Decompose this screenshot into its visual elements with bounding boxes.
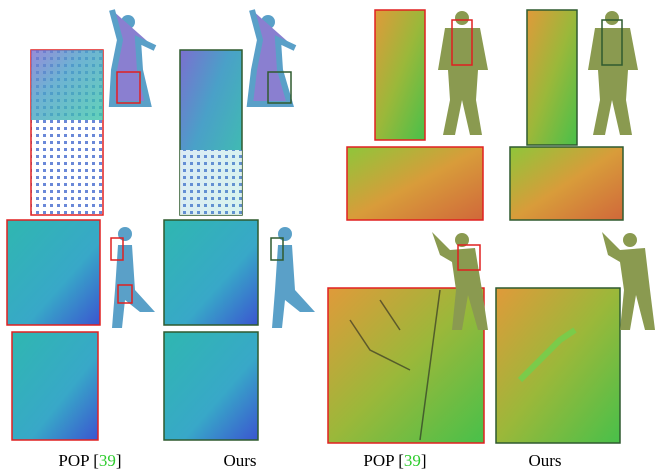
- crop-ours: [163, 331, 259, 441]
- human-figure: [246, 9, 297, 107]
- human-figure: [270, 227, 315, 328]
- crop-pop: [11, 331, 99, 441]
- caption: POP [39]: [58, 451, 121, 470]
- crops: [6, 9, 624, 444]
- crop-pop: [374, 9, 426, 141]
- crop-ours: [509, 146, 624, 221]
- wrinkle: [517, 327, 577, 383]
- figures-warm: [432, 11, 655, 330]
- citation-link[interactable]: 39: [99, 451, 116, 470]
- caption-text: POP [: [363, 451, 404, 470]
- human-figure: [110, 227, 155, 328]
- human-figure: [108, 9, 157, 107]
- crop-ours: [495, 287, 621, 444]
- crop-ours: [526, 9, 578, 146]
- caption-text: ]: [421, 451, 427, 470]
- human-figure: [602, 232, 655, 330]
- caption: POP [39]: [363, 451, 426, 470]
- caption: Ours: [528, 451, 561, 470]
- caption-text: Ours: [528, 451, 561, 470]
- caption-text: Ours: [223, 451, 256, 470]
- human-figure: [588, 11, 638, 135]
- caption: Ours: [223, 451, 256, 470]
- human-figure: [438, 11, 488, 135]
- captions: POP [39] Ours POP [39] Ours: [58, 451, 561, 470]
- crop-ours: [163, 219, 259, 326]
- caption-text: POP [: [58, 451, 99, 470]
- crop-pop: [6, 219, 101, 326]
- human-figure: [432, 232, 488, 330]
- crop-shade: [180, 150, 242, 215]
- artifact-lines: [349, 289, 441, 441]
- caption-text: ]: [116, 451, 122, 470]
- crop-shade: [31, 50, 103, 120]
- crop-pop: [346, 146, 484, 221]
- citation-link[interactable]: 39: [404, 451, 421, 470]
- figures: [108, 9, 315, 328]
